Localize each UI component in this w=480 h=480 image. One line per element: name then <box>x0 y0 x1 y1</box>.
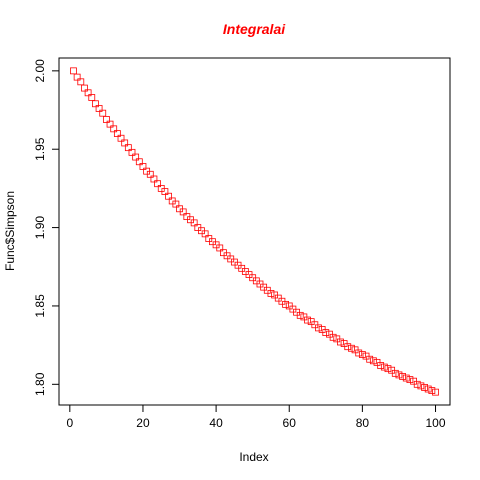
point <box>348 344 355 352</box>
point <box>81 84 88 92</box>
point <box>106 120 114 128</box>
point <box>355 349 363 357</box>
point <box>424 385 432 393</box>
x-tick-label: 100 <box>426 416 446 430</box>
point <box>92 100 99 108</box>
y-tick-label: 1.80 <box>33 372 47 396</box>
point <box>315 324 322 332</box>
point <box>417 382 425 390</box>
point <box>70 67 77 75</box>
y-tick-label: 1.95 <box>33 137 47 161</box>
y-tick-label: 1.90 <box>33 216 47 240</box>
point <box>102 116 110 123</box>
point <box>413 380 421 388</box>
x-axis-label: Index <box>239 450 268 464</box>
point <box>190 219 198 227</box>
point <box>377 362 385 369</box>
point <box>179 208 187 216</box>
point <box>337 338 344 346</box>
point <box>267 290 275 297</box>
point <box>77 78 85 86</box>
x-tick-label: 0 <box>66 416 73 430</box>
point <box>139 163 147 170</box>
point <box>322 329 330 336</box>
point <box>399 373 407 380</box>
point <box>146 170 154 178</box>
point <box>432 388 439 396</box>
point <box>369 357 377 365</box>
point <box>165 192 172 200</box>
point <box>216 244 224 252</box>
point <box>161 188 169 195</box>
point <box>117 134 125 142</box>
point <box>366 355 374 363</box>
point <box>124 144 132 152</box>
point <box>380 363 388 371</box>
point <box>428 387 436 394</box>
point <box>154 180 161 188</box>
point <box>113 130 121 137</box>
y-tick-label: 2.00 <box>33 59 47 83</box>
point <box>402 374 410 382</box>
point <box>150 175 158 183</box>
point <box>358 351 366 358</box>
point <box>329 333 337 341</box>
point <box>132 153 140 161</box>
point <box>384 365 392 373</box>
x-tick-label: 60 <box>283 416 297 430</box>
point <box>344 343 352 351</box>
point <box>110 125 118 133</box>
plot-box <box>58 57 451 406</box>
point <box>391 369 399 377</box>
point <box>73 73 81 81</box>
point <box>128 148 136 156</box>
point <box>135 158 143 166</box>
chart-title: Integralai <box>223 21 286 37</box>
y-tick-label: 1.85 <box>33 294 47 318</box>
point <box>296 311 304 319</box>
point <box>282 300 289 308</box>
x-tick-label: 80 <box>356 416 370 430</box>
y-axis-label: Func$Simpson <box>3 191 17 271</box>
point <box>172 200 180 208</box>
x-tick-label: 40 <box>209 416 223 430</box>
point <box>395 371 403 379</box>
point <box>421 384 428 391</box>
point <box>99 109 107 117</box>
point <box>95 105 103 112</box>
point <box>84 89 92 97</box>
point <box>201 230 209 238</box>
point <box>121 139 129 147</box>
point <box>406 376 414 384</box>
point <box>304 316 311 324</box>
point <box>88 94 96 101</box>
x-tick-label: 20 <box>136 416 150 430</box>
